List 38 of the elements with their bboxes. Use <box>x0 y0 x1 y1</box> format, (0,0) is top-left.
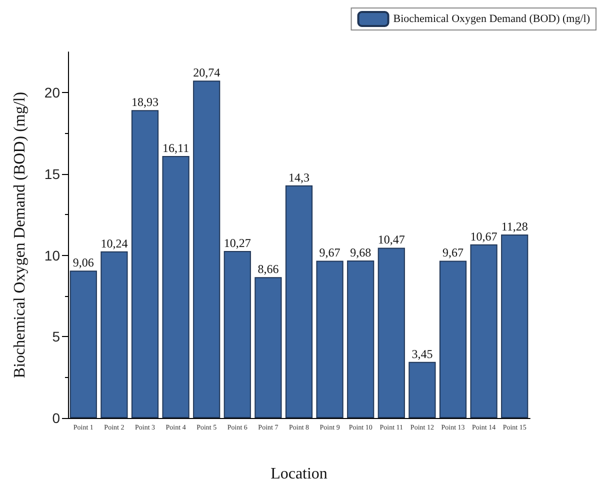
data-label: 9,67 <box>442 246 464 260</box>
legend-label: Biochemical Oxygen Demand (BOD) (mg/l) <box>393 13 590 25</box>
data-label: 10,47 <box>378 232 405 247</box>
y-tick-label: 0 <box>52 410 60 426</box>
data-label: 10,24 <box>100 236 128 250</box>
bar <box>501 234 528 418</box>
bar <box>224 250 251 418</box>
bar <box>193 80 220 418</box>
bar <box>439 260 467 418</box>
data-label: 10,27 <box>224 236 251 250</box>
y-tick-label: 15 <box>44 166 60 182</box>
data-label: 3,45 <box>412 346 433 361</box>
data-label: 9,68 <box>350 246 372 260</box>
bar <box>162 156 190 418</box>
bar <box>347 260 374 418</box>
data-label: 9,67 <box>319 246 340 260</box>
y-tick-label: 20 <box>44 84 60 101</box>
bar <box>378 248 405 418</box>
bar <box>470 244 498 418</box>
data-label: 8,66 <box>258 262 279 276</box>
bar <box>408 362 436 418</box>
y-tick-label: 10 <box>44 247 60 264</box>
bar <box>100 251 128 418</box>
bar <box>285 185 313 418</box>
y-tick-label: 5 <box>52 328 60 345</box>
y-axis-title: Biochemical Oxygen Demand (BOD) (mg/l) <box>12 92 28 378</box>
data-label: 16,11 <box>162 140 190 155</box>
bar <box>131 110 159 418</box>
data-label: 9,06 <box>72 256 94 270</box>
bar <box>254 277 282 418</box>
bar <box>70 270 97 418</box>
data-label: 10,67 <box>470 229 498 244</box>
data-label: 20,74 <box>193 66 220 80</box>
data-label: 18,93 <box>132 95 158 110</box>
x-axis-title: Location <box>270 466 328 482</box>
data-label: 11,28 <box>501 220 528 234</box>
data-label: 14,3 <box>288 170 310 184</box>
bar <box>316 260 344 418</box>
